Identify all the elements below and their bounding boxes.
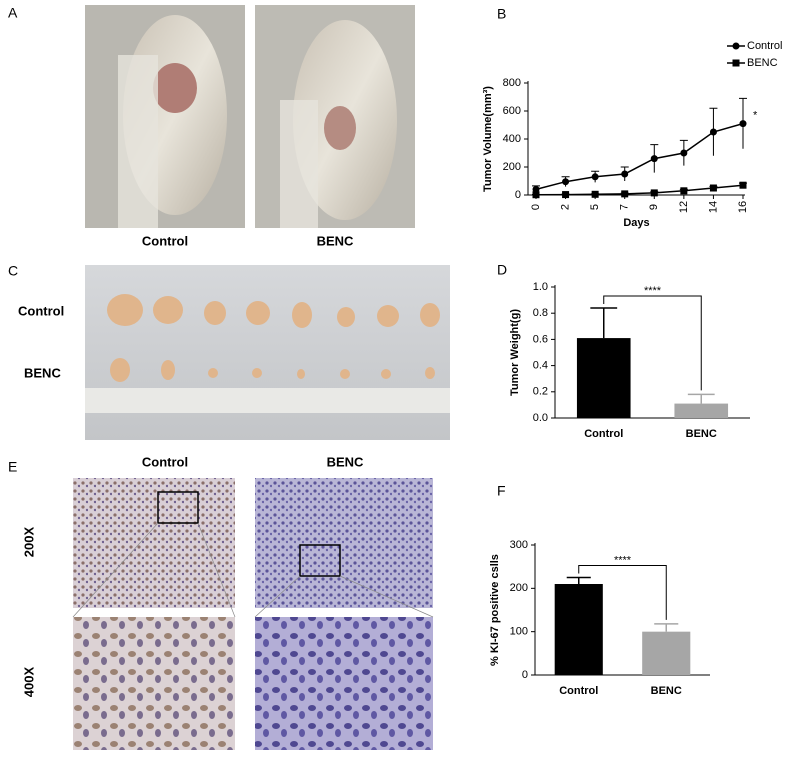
y-tick-label: 200	[503, 161, 521, 173]
bar	[576, 338, 631, 418]
x-tick-label: BENC	[651, 685, 682, 697]
panel-label: A	[8, 5, 18, 21]
ruler	[280, 100, 318, 228]
marker	[621, 190, 629, 198]
x-tick-label: 12	[678, 201, 690, 213]
y-tick-label: 1.0	[533, 281, 548, 293]
marker	[591, 190, 599, 198]
series-line	[535, 122, 744, 191]
error-bar	[566, 576, 591, 584]
zoom-lines	[72, 522, 434, 618]
bar	[674, 403, 729, 418]
annotation: *	[753, 110, 758, 122]
x-tick-label: 0	[530, 204, 542, 210]
row-label: 400X	[21, 666, 36, 697]
y-tick-label: 0.4	[533, 360, 548, 372]
zoom-box	[299, 544, 341, 577]
marker	[621, 170, 629, 178]
y-tick-label: 0.8	[533, 307, 548, 319]
marker	[680, 149, 688, 157]
error-bar	[687, 393, 715, 404]
marker	[562, 178, 570, 186]
ruler	[118, 55, 158, 228]
annotation: ****	[614, 554, 632, 566]
y-axis-label: Tumor Volume(mm³)	[482, 86, 494, 192]
x-tick-label: 2	[559, 204, 571, 210]
panel-label: F	[497, 483, 506, 499]
marker	[532, 191, 540, 199]
panel-label: B	[497, 6, 506, 22]
tumor	[324, 106, 356, 150]
x-tick-label: BENC	[686, 428, 717, 440]
x-tick-label: Control	[584, 428, 623, 440]
x-axis-label: Days	[623, 217, 649, 229]
y-tick-label: 200	[510, 582, 528, 594]
y-tick-label: 0.0	[533, 412, 548, 424]
y-tick-label: 0.6	[533, 333, 548, 345]
micrograph	[255, 617, 433, 750]
legend-label: Control	[747, 40, 782, 52]
bar	[642, 631, 691, 675]
legend-marker	[732, 42, 740, 50]
y-axis-label: Tumor Weight(g)	[509, 309, 521, 396]
y-tick-label: 300	[510, 539, 528, 551]
y-axis-label: % KI-67 positive cslls	[489, 554, 501, 666]
x-tick-label: 14	[707, 201, 719, 213]
bar	[554, 584, 603, 675]
error-bar	[590, 307, 618, 339]
panel-label: C	[8, 263, 18, 279]
marker	[532, 185, 540, 193]
y-tick-label: 800	[503, 77, 521, 89]
zoom-box	[157, 491, 199, 524]
series-line	[535, 184, 744, 196]
x-tick-label: 16	[737, 201, 749, 213]
x-tick-label: 9	[648, 204, 660, 210]
marker	[739, 181, 747, 189]
tumor	[153, 63, 197, 113]
row-label: Control	[18, 303, 64, 318]
x-tick-label: 7	[619, 204, 631, 210]
y-tick-label: 0	[522, 669, 528, 681]
tumor-row	[107, 294, 440, 382]
column-label: BENC	[327, 454, 364, 469]
caption: BENC	[317, 233, 354, 248]
micrograph	[73, 617, 235, 750]
panel-label: E	[8, 459, 17, 475]
column-label: Control	[142, 454, 188, 469]
legend-marker	[732, 59, 740, 67]
y-tick-label: 400	[503, 133, 521, 145]
ruler	[85, 388, 450, 413]
row-label: 200X	[21, 526, 36, 557]
row-label: BENC	[24, 365, 61, 380]
y-tick-label: 600	[503, 105, 521, 117]
annotation: ****	[644, 285, 662, 297]
marker	[680, 187, 688, 195]
marker	[709, 184, 717, 192]
marker	[562, 191, 570, 199]
x-tick-label: 5	[589, 204, 601, 210]
marker	[739, 120, 747, 128]
x-tick-label: Control	[559, 685, 598, 697]
micrograph	[255, 478, 433, 608]
y-tick-label: 0	[515, 189, 521, 201]
marker	[650, 189, 658, 197]
photo	[85, 265, 450, 440]
caption: Control	[142, 233, 188, 248]
panel-label: D	[497, 262, 507, 278]
micrograph	[73, 478, 235, 608]
legend-label: BENC	[747, 57, 778, 69]
y-tick-label: 100	[510, 626, 528, 638]
error-bar	[654, 623, 679, 632]
significance-bracket	[603, 295, 702, 391]
marker	[709, 128, 717, 136]
y-tick-label: 0.2	[533, 386, 548, 398]
marker	[650, 155, 658, 163]
significance-bracket	[578, 565, 667, 620]
marker	[591, 173, 599, 181]
